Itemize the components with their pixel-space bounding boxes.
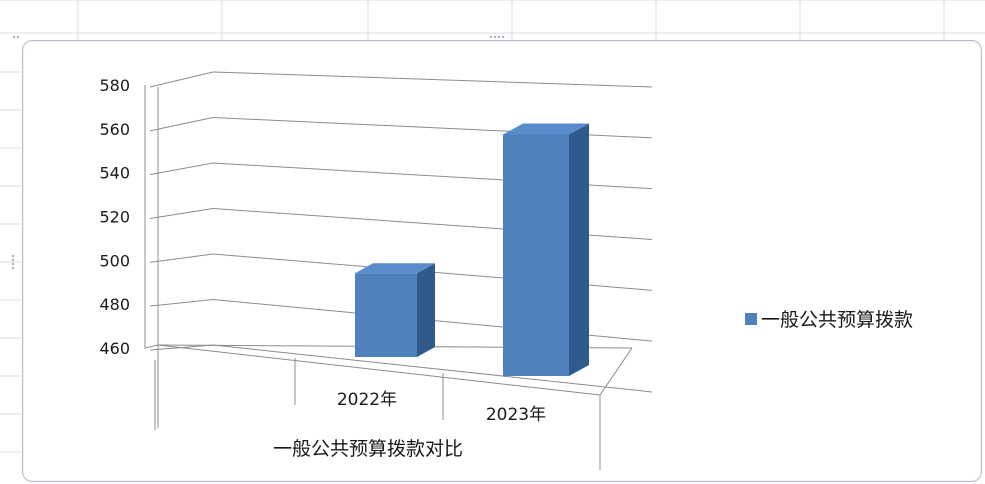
- legend-swatch: [745, 312, 757, 325]
- y-axis-ticks: 460 480 500 520 540 560 580: [99, 76, 130, 358]
- bar-side: [569, 123, 589, 376]
- y-tick-label: 540: [99, 164, 130, 183]
- gridline: [212, 344, 653, 393]
- y-tick-label: 500: [99, 251, 130, 270]
- gridline-left: [149, 299, 214, 307]
- x-axis-categories: 2022年 2023年: [337, 390, 546, 425]
- bar: [355, 263, 435, 357]
- legend[interactable]: 一般公共预算拨款: [745, 305, 913, 332]
- legend-label: 一般公共预算拨款: [761, 309, 914, 331]
- bar-series: [355, 123, 589, 376]
- left-wall-edge: [144, 85, 159, 349]
- y-tick-label: 480: [99, 295, 130, 314]
- gridline-left: [149, 71, 214, 88]
- gridline-left: [149, 344, 214, 351]
- y-tick-label: 560: [99, 120, 130, 139]
- bar-side: [417, 263, 435, 357]
- resize-handle-corner[interactable]: [12, 35, 20, 39]
- y-tick-label: 580: [99, 76, 130, 95]
- gridline-left: [149, 117, 214, 132]
- bar: [503, 123, 589, 376]
- floor-front-edge: [157, 344, 601, 396]
- gridline-left: [149, 253, 214, 263]
- bar-top: [503, 123, 589, 135]
- x-category-label: 2022年: [337, 390, 397, 410]
- gridline-left: [149, 162, 214, 176]
- bar-top: [355, 263, 435, 274]
- gridline: [212, 71, 653, 88]
- x-category-label: 2023年: [486, 405, 546, 425]
- y-tick-label: 520: [99, 208, 130, 227]
- resize-handle-top[interactable]: [489, 35, 505, 39]
- resize-handle-left[interactable]: [11, 254, 15, 270]
- x-axis-title: 一般公共预算拨款对比: [273, 438, 463, 460]
- bar-front: [503, 134, 569, 376]
- y-tick-label: 460: [99, 339, 130, 358]
- bar-front: [355, 273, 417, 357]
- gridline-left: [149, 208, 214, 219]
- chart-area[interactable]: [22, 40, 982, 482]
